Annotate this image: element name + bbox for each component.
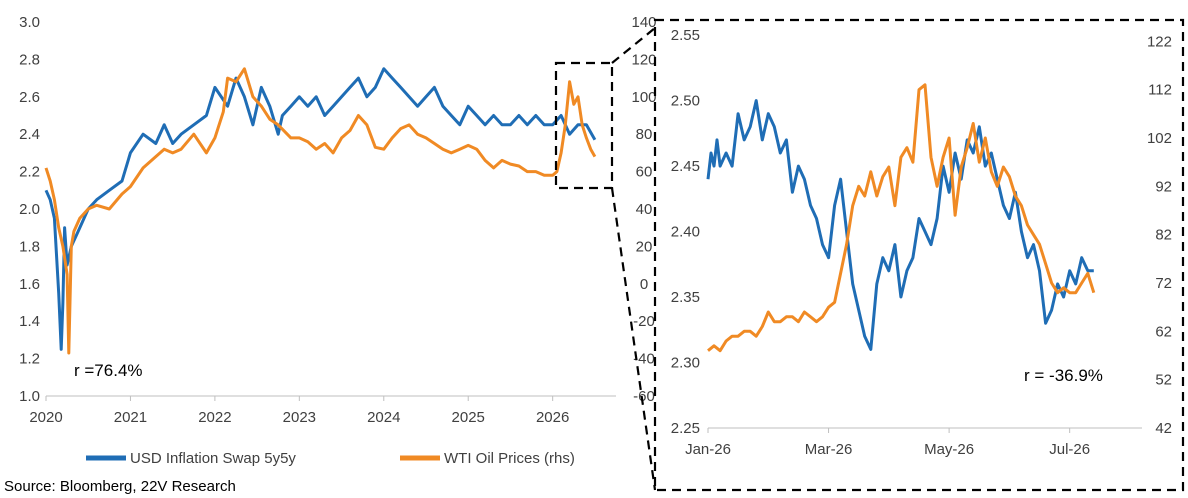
y2-tick-label: 52 bbox=[1155, 372, 1172, 389]
x-tick-label: 2026 bbox=[536, 409, 569, 426]
y2-tick-label: 120 bbox=[631, 51, 656, 68]
y2-tick-label: 140 bbox=[631, 14, 656, 31]
y-tick-label: 1.4 bbox=[19, 313, 40, 330]
series-line-inflation-swap bbox=[44, 67, 597, 351]
x-tick-label: Mar-26 bbox=[805, 441, 853, 458]
x-tick-label: Jul-26 bbox=[1049, 441, 1090, 458]
y-tick-label: 2.45 bbox=[671, 158, 700, 175]
y-tick-label: 1.2 bbox=[19, 351, 40, 368]
x-tick-label: 2024 bbox=[367, 409, 400, 426]
y2-tick-label: 0 bbox=[640, 276, 648, 293]
y2-tick-label: 82 bbox=[1155, 227, 1172, 244]
x-tick-label: 2021 bbox=[114, 409, 147, 426]
zoom-callout bbox=[554, 18, 1185, 492]
right-chart: 2.25 2.30 2.35 2.40 2.45 2.50 2.55 42 52 62 72 82 92… bbox=[671, 27, 1172, 458]
zoom-target-box bbox=[653, 18, 1185, 492]
series-line-wti-oil bbox=[707, 83, 1096, 353]
y-tick-label: 2.35 bbox=[671, 289, 700, 306]
x-tick-label: 2020 bbox=[29, 409, 62, 426]
y2-tick-label: 42 bbox=[1155, 420, 1172, 437]
x-tick-label: 2025 bbox=[452, 409, 485, 426]
y-tick-label: 2.2 bbox=[19, 164, 40, 181]
correlation-annotation: r = -36.9% bbox=[1024, 366, 1103, 385]
y2-tick-label: 20 bbox=[636, 238, 653, 255]
y2-tick-label: 102 bbox=[1147, 130, 1172, 147]
y-tick-label: 2.50 bbox=[671, 93, 700, 110]
y2-tick-label: 112 bbox=[1148, 82, 1172, 99]
y2-tick-label: -60 bbox=[633, 388, 655, 405]
y-tick-label: 2.40 bbox=[671, 224, 700, 241]
x-tick-label: 2023 bbox=[283, 409, 316, 426]
y2-tick-label: 80 bbox=[636, 126, 653, 143]
y2-tick-label: 100 bbox=[631, 89, 656, 106]
y2-tick-label: -20 bbox=[633, 313, 655, 330]
y2-tick-label: 60 bbox=[636, 164, 653, 181]
x-tick-label: May-26 bbox=[924, 441, 974, 458]
y-tick-label: 2.6 bbox=[19, 89, 40, 106]
y-tick-label: 2.4 bbox=[19, 126, 40, 143]
y2-tick-label: 92 bbox=[1155, 178, 1172, 195]
zoom-connector-top bbox=[611, 27, 656, 64]
y-tick-label: 2.55 bbox=[671, 27, 700, 44]
y2-tick-label: 122 bbox=[1147, 33, 1172, 50]
legend-label-series1: USD Inflation Swap 5y5y bbox=[130, 450, 296, 467]
y-tick-label: 3.0 bbox=[19, 14, 40, 31]
x-tick-label: Jan-26 bbox=[685, 441, 731, 458]
correlation-annotation: r =76.4% bbox=[74, 361, 143, 380]
left-chart: 1.0 1.2 1.4 1.6 1.8 2.0 2.2 2.4 2.6 2.8 3.0 -60 -40 -… bbox=[19, 14, 656, 426]
y-tick-label: 2.30 bbox=[671, 355, 700, 372]
legend-label-series2: WTI Oil Prices (rhs) bbox=[444, 450, 575, 467]
legend: USD Inflation Swap 5y5y WTI Oil Prices (… bbox=[86, 450, 575, 467]
series-line-inflation-swap bbox=[706, 99, 1094, 351]
source-note: Source: Bloomberg, 22V Research bbox=[4, 478, 236, 495]
zoom-connector-bottom bbox=[610, 187, 657, 491]
y2-tick-label: 62 bbox=[1155, 323, 1172, 340]
y-tick-label: 1.0 bbox=[19, 388, 40, 405]
y2-tick-label: -40 bbox=[633, 351, 655, 368]
series-line-wti-oil bbox=[44, 67, 597, 355]
y-tick-label: 2.0 bbox=[19, 201, 40, 218]
y-tick-label: 1.6 bbox=[19, 276, 40, 293]
y2-tick-label: 72 bbox=[1155, 275, 1172, 292]
x-tick-label: 2022 bbox=[198, 409, 231, 426]
y-tick-label: 1.8 bbox=[19, 238, 40, 255]
y-tick-label: 2.8 bbox=[19, 51, 40, 68]
y-tick-label: 2.25 bbox=[671, 420, 700, 437]
y2-tick-label: 40 bbox=[636, 201, 653, 218]
